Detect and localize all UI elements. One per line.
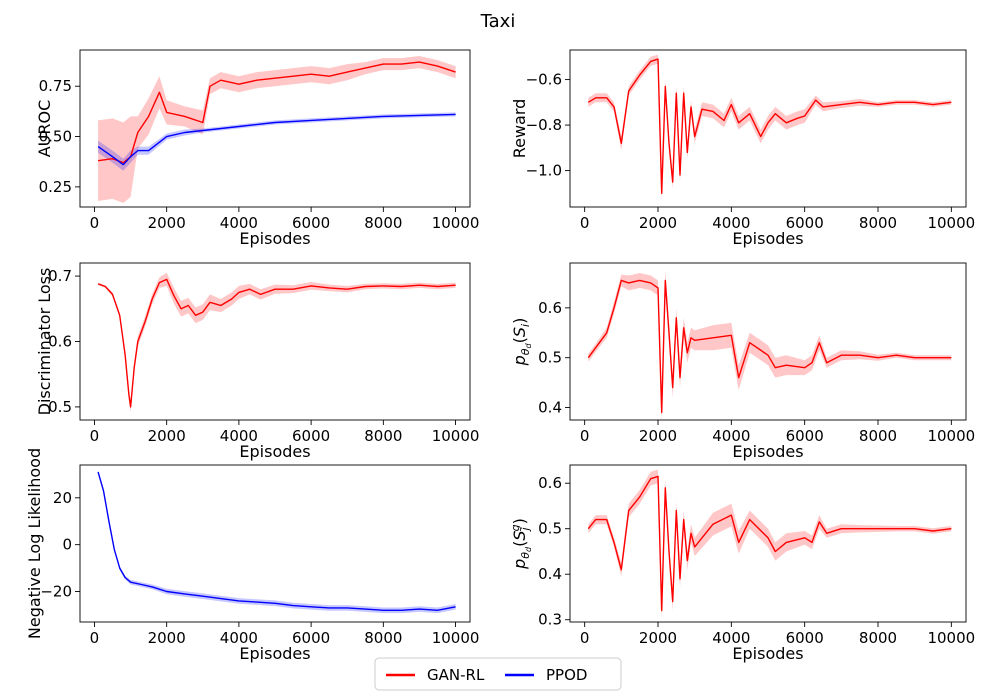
plot-frame	[79, 49, 471, 208]
x-tick-label: 6000	[786, 427, 824, 445]
x-axis-label: Episodes	[732, 229, 803, 248]
y-tick-label: 0.75	[39, 77, 72, 95]
x-tick-label: 0	[90, 214, 100, 232]
subplot-1: 0 2000 4000 6000 8000 10000 0.25 0.50 0.75 Episod…	[35, 49, 480, 248]
subplot-5: 0 2000 4000 6000 8000 10000 −20 0 20 Episodes Nega…	[25, 448, 479, 663]
x-tick-label: 6000	[292, 214, 330, 232]
x-tick-label: 8000	[364, 214, 402, 232]
y-tick-label: 0.25	[39, 178, 72, 196]
y-tick-label: −0.6	[526, 71, 562, 89]
legend-box	[374, 657, 622, 691]
x-tick-label: 6000	[786, 214, 824, 232]
x-tick-label: 4000	[220, 427, 258, 445]
x-tick-label: 8000	[859, 427, 897, 445]
x-tick-label: 8000	[364, 427, 402, 445]
plot-frame	[569, 464, 967, 623]
y-tick-label: −0.8	[526, 116, 562, 134]
y-axis-label: pθd(Sjg)	[509, 518, 533, 570]
y-tick-label: 0.4	[538, 399, 562, 417]
x-tick-label: 0	[580, 629, 590, 647]
subplot-6: 0 2000 4000 6000 8000 10000 0.3 0.4 0.5 0.6 Episod…	[509, 464, 975, 663]
legend: GAN-RL PPOD	[374, 657, 622, 691]
x-axis-label: Episodes	[732, 442, 803, 461]
band-gan-rl	[98, 272, 456, 413]
y-tick-label: 0.3	[538, 611, 562, 629]
x-tick-label: 8000	[859, 629, 897, 647]
x-axis-label: Episodes	[239, 644, 310, 663]
x-tick-label: 6000	[786, 629, 824, 647]
y-tick-label: 0.5	[48, 398, 72, 416]
x-tick-label: 0	[90, 629, 100, 647]
series-line-gan-rl	[587, 279, 952, 414]
x-tick-label: 2000	[148, 214, 186, 232]
x-tick-label: 8000	[859, 214, 897, 232]
x-tick-label: 2000	[148, 629, 186, 647]
y-tick-label: 0.7	[48, 267, 72, 285]
series-line-gan-rl	[587, 58, 952, 195]
x-tick-label: 10000	[432, 629, 480, 647]
x-tick-label: 10000	[927, 427, 975, 445]
x-axis-label: Episodes	[732, 644, 803, 663]
y-tick-label: 0.5	[538, 520, 562, 538]
series-line-gan-rl	[98, 61, 456, 164]
y-axis-label: Discriminator Loss	[35, 268, 54, 416]
x-tick-label: 4000	[712, 427, 750, 445]
plot-frame	[569, 262, 967, 421]
x-tick-label: 2000	[148, 427, 186, 445]
x-axis-label: Episodes	[239, 229, 310, 248]
x-tick-label: 10000	[432, 214, 480, 232]
x-tick-label: 8000	[364, 629, 402, 647]
series-line-gan-rl	[97, 278, 456, 408]
x-tick-label: 4000	[712, 629, 750, 647]
y-tick-label: 0.6	[538, 474, 562, 492]
y-axis-label: pθd(Si)	[510, 318, 533, 367]
y-axis-label: Reward	[510, 99, 529, 159]
x-tick-label: 10000	[432, 427, 480, 445]
plot-frame	[569, 49, 967, 208]
x-tick-label: 6000	[292, 629, 330, 647]
subplot-3: 0 2000 4000 6000 8000 10000 0.5 0.6 0.7 Episodes D…	[35, 262, 480, 461]
y-tick-label: 0.50	[39, 128, 72, 146]
y-tick-label: −20	[40, 583, 72, 601]
legend-label-gan-rl: GAN-RL	[427, 666, 485, 684]
x-tick-label: 2000	[639, 427, 677, 445]
x-tick-label: 2000	[639, 629, 677, 647]
subplot-4: 0 2000 4000 6000 8000 10000 0.4 0.5 0.6 Episodes p…	[510, 262, 975, 461]
x-tick-label: 10000	[927, 629, 975, 647]
legend-label-ppod: PPOD	[546, 666, 587, 684]
y-tick-label: 0.4	[538, 565, 562, 583]
series-line-ppod	[97, 113, 456, 166]
x-tick-label: 10000	[927, 214, 975, 232]
y-tick-label: 0.6	[538, 299, 562, 317]
subplots: 0 2000 4000 6000 8000 100000.250.500.75Episod…	[25, 49, 975, 663]
y-axis-label: AUROC	[35, 100, 54, 158]
series-line-gan-rl	[587, 475, 952, 612]
y-tick-label: 20	[53, 489, 72, 507]
band-gan-rl	[588, 469, 952, 620]
x-tick-label: 2000	[639, 214, 677, 232]
x-tick-label: 0	[580, 214, 590, 232]
figure-title: Taxi	[480, 11, 516, 32]
x-tick-label: 0	[580, 427, 590, 445]
plot-frame	[79, 464, 471, 623]
y-tick-label: −1.0	[526, 162, 562, 180]
band-gan-rl	[98, 56, 456, 203]
x-tick-label: 4000	[220, 629, 258, 647]
y-tick-label: 0	[62, 536, 72, 554]
x-tick-label: 4000	[220, 214, 258, 232]
x-tick-label: 0	[90, 427, 100, 445]
series-line-ppod	[97, 471, 456, 611]
y-tick-label: 0.5	[538, 349, 562, 367]
band-ppod	[98, 112, 456, 171]
x-tick-label: 6000	[292, 427, 330, 445]
x-axis-label: Episodes	[239, 442, 310, 461]
y-tick-label: 0.6	[48, 333, 72, 351]
y-axis-label: Negative Log Likelihood	[25, 448, 44, 639]
x-tick-label: 4000	[712, 214, 750, 232]
band-gan-rl	[588, 270, 952, 423]
subplot-2: 0 2000 4000 6000 8000 10000 −1.0 −0.8 −0.6 Episod…	[510, 49, 975, 248]
